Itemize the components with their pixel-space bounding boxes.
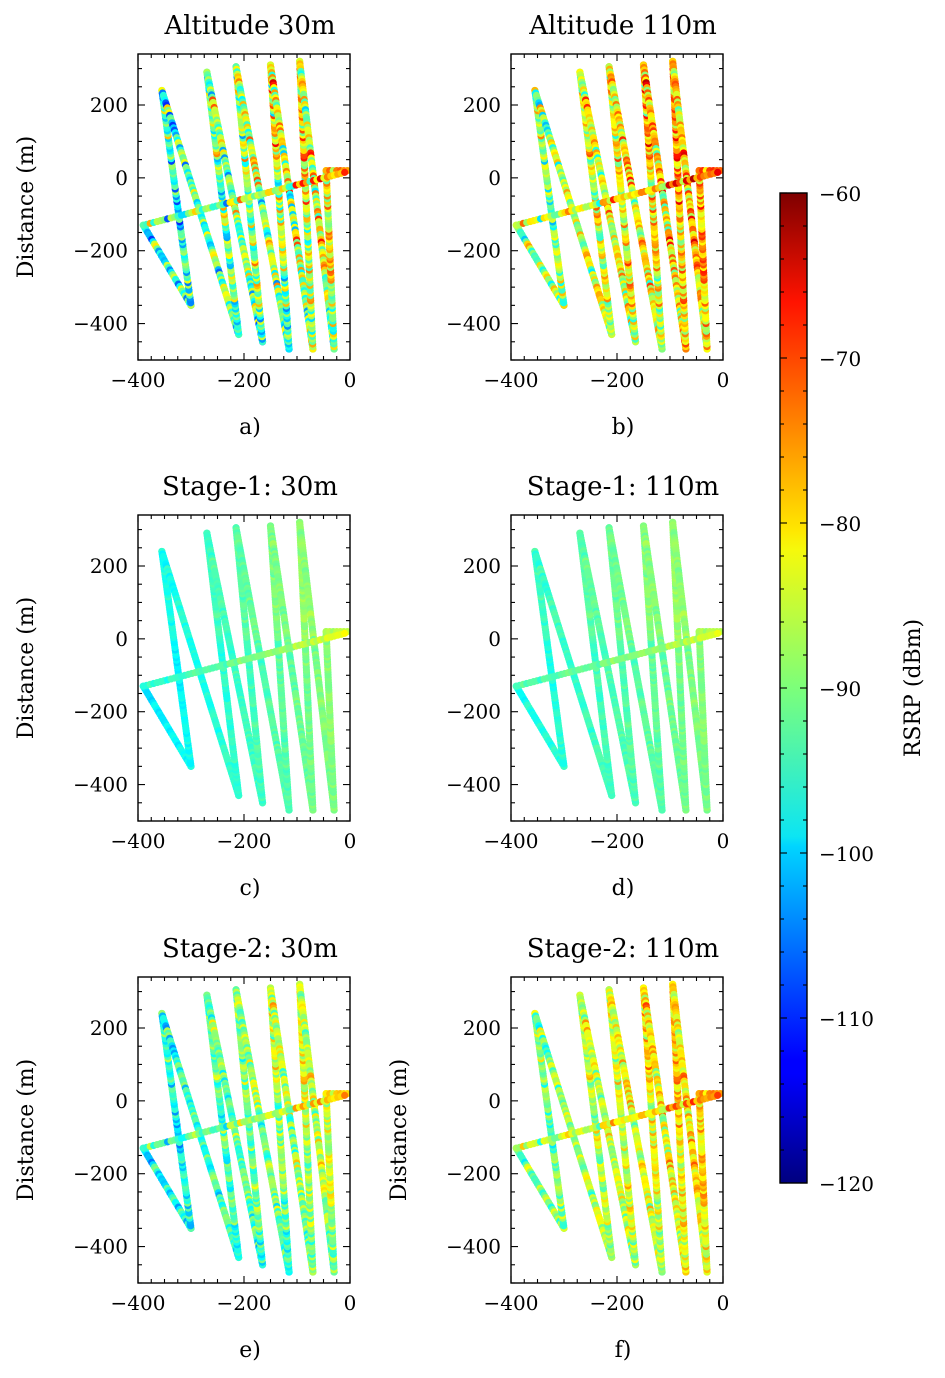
- y-axis-label: Distance (m): [14, 597, 39, 739]
- data-point: [341, 168, 349, 176]
- panel-title: Stage-1: 30m: [162, 472, 338, 502]
- x-tick-label: −400: [484, 368, 539, 392]
- y-tick-label: 0: [115, 166, 128, 190]
- y-tick-label: −200: [73, 239, 128, 263]
- panel-b: −400 −200 0 200 0 −200 −400 Altitude 110m b): [446, 11, 729, 440]
- y-tick-label: −400: [73, 773, 128, 797]
- panel-title: Altitude 30m: [163, 11, 335, 41]
- scatter-points: [512, 57, 723, 353]
- x-tick-label: −200: [217, 829, 272, 853]
- panel-label: b): [612, 415, 635, 440]
- y-tick-label: 200: [90, 554, 128, 578]
- x-tick-label: −200: [217, 368, 272, 392]
- y-tick-label: −400: [446, 312, 501, 336]
- y-tick-label: 0: [115, 627, 128, 651]
- ticks: [510, 54, 724, 361]
- scatter-points: [139, 518, 350, 814]
- y-tick-label: −200: [446, 239, 501, 263]
- y-tick-label: 200: [463, 93, 501, 117]
- x-tick-label: 0: [344, 368, 357, 392]
- y-axis-label: Distance (m): [14, 136, 39, 278]
- x-tick-label: 0: [344, 829, 357, 853]
- x-tick-label: −200: [590, 368, 645, 392]
- ticks: [137, 515, 351, 822]
- x-tick-label: −400: [111, 829, 166, 853]
- y-tick-label: 0: [488, 166, 501, 190]
- scatter-points: [512, 518, 723, 814]
- panel-label: c): [240, 876, 261, 901]
- y-tick-label: −200: [73, 700, 128, 724]
- y-tick-label: −400: [73, 312, 128, 336]
- x-tick-label: 0: [717, 368, 730, 392]
- panel-c: −400 −200 0 200 0 −200 −400 Stage-1: 30m c) Dista…: [14, 472, 356, 901]
- panel-a: −400 −200 0 200 0 −200 −400 Altitude 30m a) Dista…: [14, 11, 356, 440]
- ticks: [137, 54, 351, 361]
- scatter-points: [139, 57, 350, 353]
- y-tick-label: 200: [90, 93, 128, 117]
- data-point: [341, 629, 349, 637]
- panel-title: Altitude 110m: [528, 11, 717, 41]
- x-tick-label: −400: [111, 368, 166, 392]
- data-point: [714, 168, 722, 176]
- panel-label: a): [239, 415, 261, 440]
